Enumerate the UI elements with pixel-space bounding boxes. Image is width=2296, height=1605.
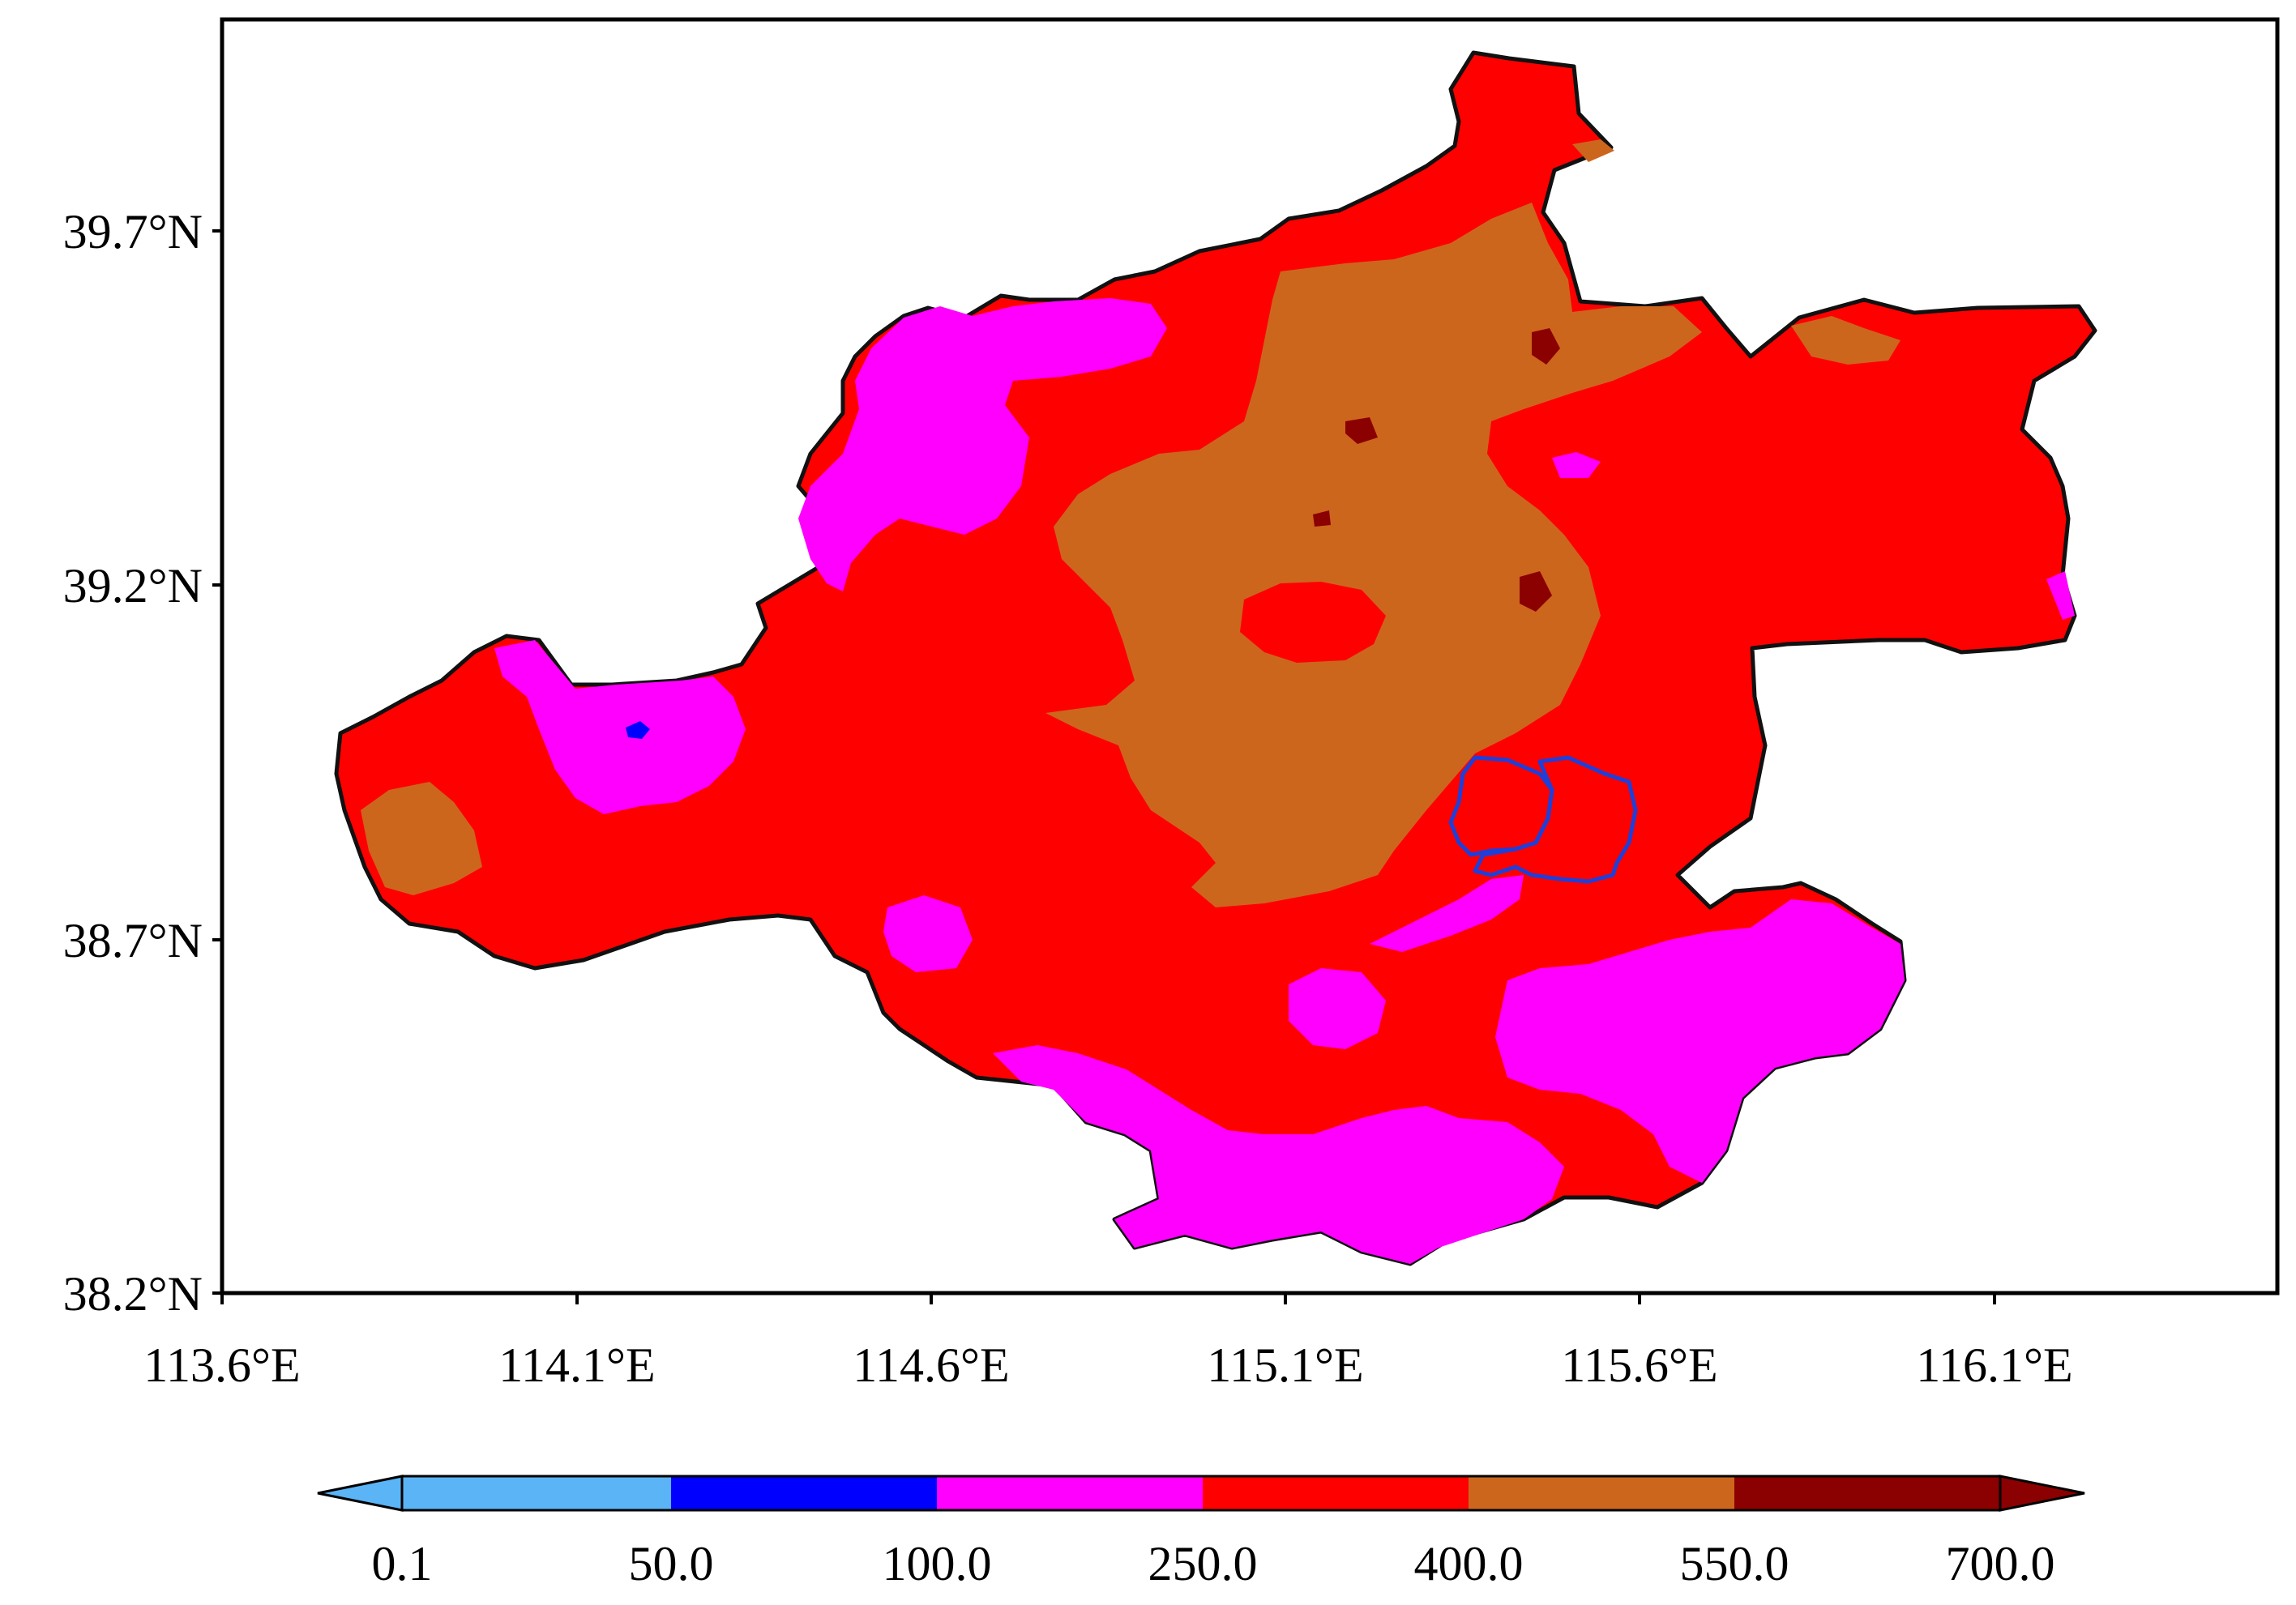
region-darkred-spot-4: [1313, 510, 1331, 527]
lon-tick-label: 114.6°E: [853, 1338, 1009, 1392]
region-magenta-southwest: [883, 895, 973, 972]
colorbar-segment: [402, 1476, 671, 1510]
colorbar-label: 250.0: [1148, 1537, 1258, 1590]
region-magenta-south-center: [1289, 968, 1386, 1049]
colorbar-arrow-high: [1999, 1475, 2085, 1512]
lat-axis: 39.7°N 39.2°N 38.7°N 38.2°N: [63, 205, 222, 1321]
colorbar: 0.1 50.0 100.0 250.0 400.0 550.0 700.0: [317, 1475, 2085, 1590]
colorbar-label: 550.0: [1680, 1537, 1789, 1590]
region-darkred-spot-2: [1345, 417, 1378, 444]
colorbar-label: 700.0: [1946, 1537, 2055, 1590]
colorbar-label: 50.0: [629, 1537, 714, 1590]
region-darkred-spot-3: [1520, 571, 1552, 612]
region-darkred-spot-1: [1532, 328, 1560, 365]
map-regions: [334, 50, 2097, 1266]
region-brown-central: [1045, 203, 1702, 907]
region-magenta-south: [993, 1045, 1564, 1264]
lon-tick-label: 116.1°E: [1916, 1338, 2072, 1392]
colorbar-arrow-low: [317, 1475, 404, 1512]
region-brown-west: [361, 782, 482, 895]
lat-tick-label: 38.7°N: [63, 914, 203, 967]
region-magenta-east-dot: [1552, 452, 1601, 478]
colorbar-segment: [1734, 1476, 2000, 1510]
highlight-basin: [1448, 755, 1638, 884]
region-magenta-east-edge: [2046, 571, 2075, 620]
colorbar-segment: [937, 1476, 1203, 1510]
plot-frame: [220, 17, 2280, 1296]
lat-tick-label: 39.2°N: [63, 559, 203, 613]
colorbar-label: 400.0: [1414, 1537, 1524, 1590]
lon-tick-label: 115.6°E: [1561, 1338, 1717, 1392]
region-magenta-central-strip: [1370, 875, 1524, 952]
lat-tick-label: 38.2°N: [63, 1267, 203, 1321]
colorbar-label: 0.1: [372, 1537, 433, 1590]
colorbar-border: [400, 1475, 2002, 1512]
lon-axis: 113.6°E 114.1°E 114.6°E 115.1°E 115.6°E …: [143, 1293, 2073, 1392]
lon-tick-label: 113.6°E: [143, 1338, 300, 1392]
region-brown-northeast: [1791, 316, 1901, 365]
region-red-hole: [1240, 582, 1386, 663]
lon-tick-label: 115.1°E: [1207, 1338, 1363, 1392]
lon-tick-label: 114.1°E: [498, 1338, 655, 1392]
region-brown-north-tip: [1572, 139, 1614, 162]
region-magenta-west: [494, 640, 746, 814]
region-magenta-southeast: [1495, 899, 1905, 1183]
colorbar-segment: [1469, 1476, 1734, 1510]
highlight-basin-east: [1473, 755, 1638, 884]
lat-tick-label: 39.7°N: [63, 205, 203, 258]
colorbar-segment: [1203, 1476, 1469, 1510]
colorbar-label: 100.0: [883, 1537, 992, 1590]
region-magenta-northwest: [798, 298, 1167, 591]
colorbar-segment: [671, 1476, 937, 1510]
region-blue-dot: [626, 721, 650, 739]
